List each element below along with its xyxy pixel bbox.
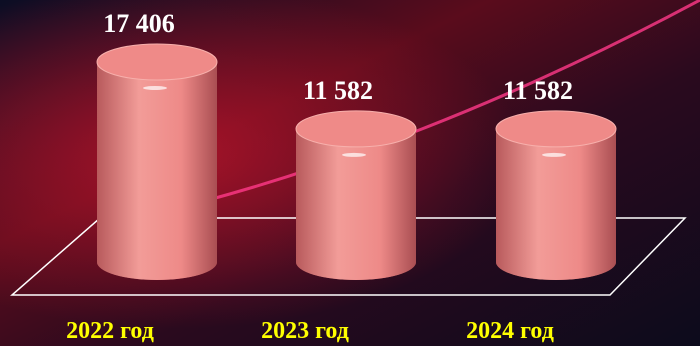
- floor: [10, 217, 687, 296]
- bar: [496, 128, 616, 280]
- bar-top: [96, 43, 218, 81]
- bar-highlight: [342, 152, 366, 157]
- category-label: 2022 год: [66, 318, 154, 344]
- bar-highlight: [542, 152, 566, 157]
- bar: [296, 128, 416, 280]
- value-label: 17 406: [103, 9, 175, 38]
- bars: [96, 43, 617, 280]
- bar: [97, 62, 217, 280]
- category-label: 2023 год: [261, 318, 349, 344]
- value-label: 11 582: [303, 76, 373, 105]
- bar-highlight: [143, 86, 167, 90]
- bar-top: [495, 110, 617, 148]
- decor-curve: [149, 0, 700, 217]
- category-label: 2024 год: [466, 318, 554, 344]
- value-label: 11 582: [503, 76, 573, 105]
- bar-top: [295, 110, 417, 148]
